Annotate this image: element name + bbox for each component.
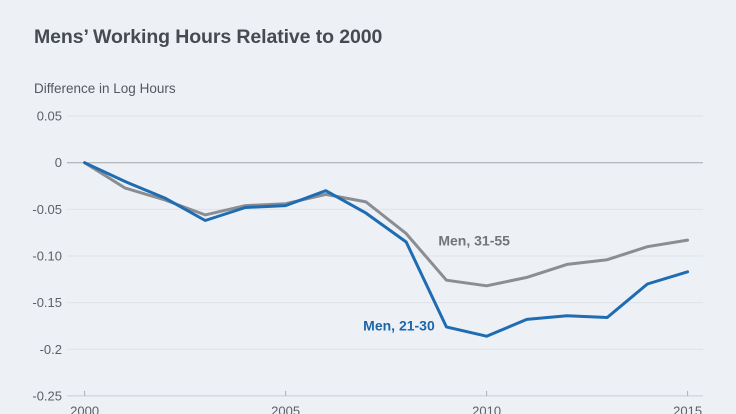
x-tick-label: 2000 xyxy=(70,404,99,414)
x-tick-label: 2010 xyxy=(472,404,501,414)
x-tick-label: 2015 xyxy=(673,404,702,414)
x-tick-label: 2005 xyxy=(271,404,300,414)
y-tick-label: 0 xyxy=(55,155,62,170)
series-line-men-21-30 xyxy=(83,161,690,338)
y-axis-title: Difference in Log Hours xyxy=(34,81,176,96)
y-tick-label: -0.2 xyxy=(40,342,62,357)
chart-title: Mens’ Working Hours Relative to 2000 xyxy=(34,26,383,48)
series-line-men-31-55 xyxy=(83,161,690,288)
y-tick-label: 0.05 xyxy=(37,109,62,124)
y-tick-label: -0.10 xyxy=(32,248,62,263)
y-tick-label: -0.05 xyxy=(32,202,62,217)
y-tick-label: -0.25 xyxy=(32,388,62,403)
series-label-men-31-55: Men, 31-55 xyxy=(438,233,510,249)
series-label-men-21-30: Men, 21-30 xyxy=(363,318,435,334)
y-tick-label: -0.15 xyxy=(32,295,62,310)
